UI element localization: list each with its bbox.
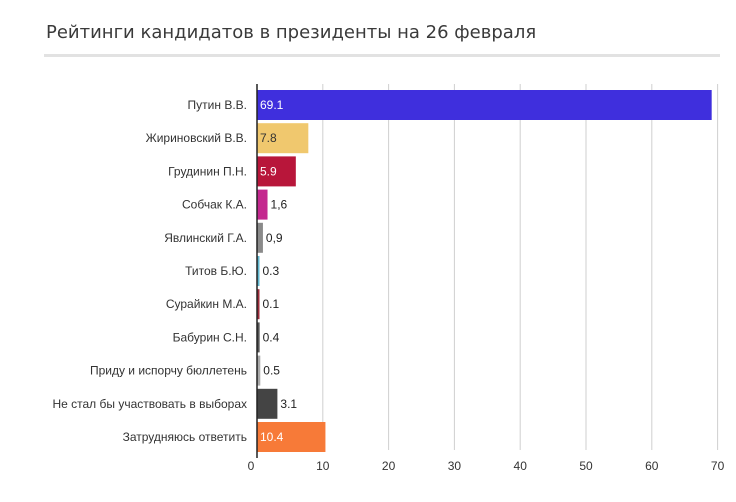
value-label: 0,9: [266, 231, 283, 245]
category-label: Явлинский Г.А.: [164, 231, 247, 245]
value-label: 0.3: [263, 264, 280, 278]
value-label: 1,6: [271, 198, 288, 212]
category-label: Приду и испорчу бюллетень: [90, 364, 247, 378]
bar: [257, 289, 260, 320]
x-tick-label: 30: [448, 459, 462, 473]
bar: [257, 222, 263, 253]
x-tick-label: 40: [514, 459, 528, 473]
chart-title: Рейтинги кандидатов в президенты на 26 ф…: [46, 22, 537, 43]
grid-lines: [322, 84, 719, 450]
x-tick-label: 60: [645, 459, 659, 473]
value-label: 0.5: [263, 364, 280, 378]
category-label: Путин В.В.: [188, 98, 247, 112]
category-labels: Путин В.В. Жириновский В.В. Грудинин П.Н. С…: [52, 98, 247, 444]
value-label: 69.1: [260, 98, 284, 112]
value-label: 0.4: [263, 330, 280, 344]
bar: [257, 156, 296, 187]
x-tick-label: 70: [711, 459, 725, 473]
x-tick-label: 50: [579, 459, 593, 473]
title-divider: [44, 54, 720, 57]
bar: [257, 322, 260, 353]
bar: [257, 355, 261, 386]
value-labels: 69.1 7.8 5.9 1,6 0,9 0.3 0.1 0.4 0.5 3.1 10.4: [260, 98, 297, 444]
bar: [257, 189, 268, 220]
category-label: Затрудняюсь ответить: [123, 430, 247, 444]
category-label: Грудинин П.Н.: [168, 164, 247, 178]
x-tick-labels: 0 10 20 30 40 50 60 70: [248, 459, 725, 473]
category-label: Бабурин С.Н.: [173, 330, 247, 344]
category-label: Не стал бы участвовать в выборах: [52, 397, 247, 411]
category-label: Собчак К.А.: [182, 198, 247, 212]
bar: [257, 90, 712, 120]
category-label: Жириновский В.В.: [146, 131, 247, 145]
x-tick-label: 10: [316, 459, 330, 473]
value-label: 0.1: [263, 297, 280, 311]
bar: [257, 388, 278, 419]
x-tick-label: 0: [248, 459, 255, 473]
value-label: 10.4: [260, 430, 284, 444]
bar: [257, 422, 326, 452]
value-label: 5.9: [260, 164, 277, 178]
bar: [257, 256, 260, 286]
bars: [257, 90, 712, 452]
value-label: 7.8: [260, 131, 277, 145]
x-tick-label: 20: [382, 459, 396, 473]
bar: [257, 123, 309, 154]
category-label: Сурайкин М.А.: [166, 297, 247, 311]
category-label: Титов Б.Ю.: [185, 264, 247, 278]
value-label: 3.1: [280, 397, 297, 411]
